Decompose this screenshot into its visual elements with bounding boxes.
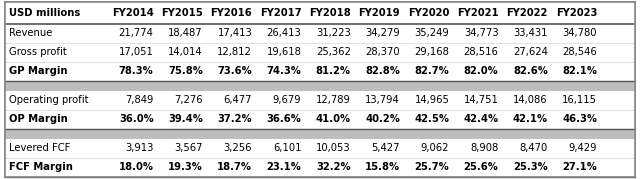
Text: 39.4%: 39.4% [168,114,203,124]
Text: 36.0%: 36.0% [119,114,154,124]
Text: 36.6%: 36.6% [267,114,301,124]
Bar [5,62,635,81]
Text: 40.2%: 40.2% [365,114,400,124]
Text: FY2023: FY2023 [556,8,597,18]
Text: FY2017: FY2017 [260,8,301,18]
Bar [5,2,635,24]
Text: FY2015: FY2015 [161,8,203,18]
Text: 14,965: 14,965 [415,95,449,105]
Text: FY2020: FY2020 [408,8,449,18]
Bar [5,81,635,91]
Text: 29,168: 29,168 [415,47,449,57]
Text: 7,276: 7,276 [174,95,203,105]
Text: FY2019: FY2019 [358,8,400,18]
Bar [5,158,635,177]
Text: 8,908: 8,908 [470,143,499,153]
Bar [5,43,635,62]
Text: 18.0%: 18.0% [118,162,154,172]
Text: 9,429: 9,429 [568,143,597,153]
Text: USD millions: USD millions [9,8,80,18]
Text: 82.8%: 82.8% [365,66,400,76]
Text: 42.4%: 42.4% [463,114,499,124]
Text: 10,053: 10,053 [316,143,351,153]
Text: GP Margin: GP Margin [9,66,67,76]
Text: 23.1%: 23.1% [267,162,301,172]
Text: 3,913: 3,913 [125,143,154,153]
Text: 28,516: 28,516 [464,47,499,57]
Text: Revenue: Revenue [9,28,52,38]
Text: 15.8%: 15.8% [365,162,400,172]
Text: 18.7%: 18.7% [217,162,252,172]
Text: Gross profit: Gross profit [9,47,67,57]
Text: 33,431: 33,431 [513,28,548,38]
Text: 25.7%: 25.7% [415,162,449,172]
Text: Levered FCF: Levered FCF [9,143,70,153]
Text: 9,062: 9,062 [420,143,449,153]
Text: 14,014: 14,014 [168,47,203,57]
Text: 37.2%: 37.2% [218,114,252,124]
Text: Operating profit: Operating profit [9,95,88,105]
Text: 17,051: 17,051 [119,47,154,57]
Text: 46.3%: 46.3% [562,114,597,124]
Text: 14,086: 14,086 [513,95,548,105]
Text: 28,370: 28,370 [365,47,400,57]
Bar [5,129,635,139]
Text: 34,279: 34,279 [365,28,400,38]
Text: FY2016: FY2016 [211,8,252,18]
Text: 25.6%: 25.6% [464,162,499,172]
Text: 82.1%: 82.1% [562,66,597,76]
Text: 34,780: 34,780 [563,28,597,38]
Text: FY2014: FY2014 [112,8,154,18]
Text: 9,679: 9,679 [273,95,301,105]
Text: 41.0%: 41.0% [316,114,351,124]
Bar [5,91,635,110]
Text: 73.6%: 73.6% [218,66,252,76]
Text: 25.3%: 25.3% [513,162,548,172]
Text: 3,256: 3,256 [223,143,252,153]
Text: 35,249: 35,249 [415,28,449,38]
Text: 81.2%: 81.2% [316,66,351,76]
Text: 27,624: 27,624 [513,47,548,57]
Text: 27.1%: 27.1% [563,162,597,172]
Text: FY2018: FY2018 [309,8,351,18]
Bar [5,24,635,43]
Text: 3,567: 3,567 [174,143,203,153]
Text: 12,789: 12,789 [316,95,351,105]
Text: 13,794: 13,794 [365,95,400,105]
Text: FY2022: FY2022 [506,8,548,18]
Text: 25,362: 25,362 [316,47,351,57]
Text: 42.1%: 42.1% [513,114,548,124]
Text: 18,487: 18,487 [168,28,203,38]
Text: 8,470: 8,470 [520,143,548,153]
Text: 14,751: 14,751 [464,95,499,105]
Text: 31,223: 31,223 [316,28,351,38]
Text: 19,618: 19,618 [267,47,301,57]
Text: 26,413: 26,413 [267,28,301,38]
Text: 32.2%: 32.2% [316,162,351,172]
Text: 42.5%: 42.5% [414,114,449,124]
Text: 74.3%: 74.3% [267,66,301,76]
Text: OP Margin: OP Margin [9,114,68,124]
Text: 6,477: 6,477 [223,95,252,105]
Text: 16,115: 16,115 [562,95,597,105]
Bar [5,139,635,158]
Text: 82.7%: 82.7% [415,66,449,76]
Text: 7,849: 7,849 [125,95,154,105]
Text: 17,413: 17,413 [218,28,252,38]
Text: 28,546: 28,546 [563,47,597,57]
Text: FY2021: FY2021 [457,8,499,18]
Text: 6,101: 6,101 [273,143,301,153]
Text: 82.6%: 82.6% [513,66,548,76]
Text: 12,812: 12,812 [218,47,252,57]
Text: 82.0%: 82.0% [464,66,499,76]
Text: 19.3%: 19.3% [168,162,203,172]
Text: 75.8%: 75.8% [168,66,203,76]
Text: 34,773: 34,773 [464,28,499,38]
Text: FCF Margin: FCF Margin [9,162,73,172]
Bar [5,110,635,129]
Text: 21,774: 21,774 [119,28,154,38]
Text: 5,427: 5,427 [371,143,400,153]
Text: 78.3%: 78.3% [119,66,154,76]
